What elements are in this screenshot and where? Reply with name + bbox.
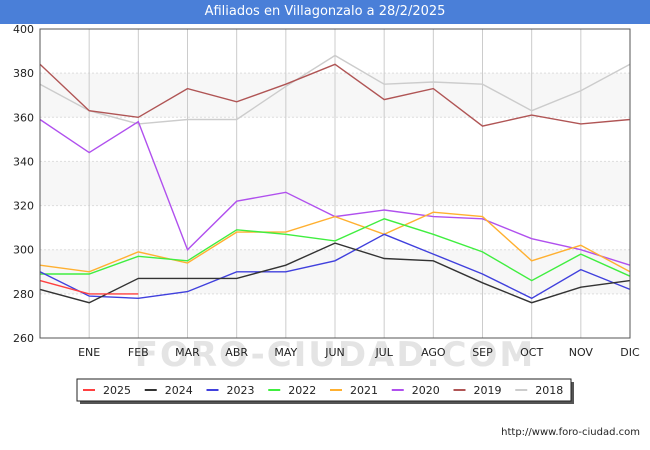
series-line-2025	[39, 279, 139, 295]
x-tick-label: AGO	[421, 346, 446, 359]
x-tick-label: SEP	[472, 346, 493, 359]
legend-label-2023: 2023	[227, 384, 255, 397]
y-tick-label: 340	[13, 155, 34, 168]
series-line-2024	[39, 242, 631, 304]
legend-label-2018: 2018	[535, 384, 563, 397]
legend-label-2020: 2020	[412, 384, 440, 397]
x-tick-label: DIC	[620, 346, 640, 359]
y-tick-label: 260	[13, 332, 34, 345]
series-line-2019	[39, 63, 631, 127]
series-line-2023	[39, 233, 631, 300]
legend: 2025 2024 2023 2022 2021 2020 2019 2018	[76, 378, 574, 404]
x-tick-label: MAR	[175, 346, 200, 359]
x-tick-label: ABR	[225, 346, 248, 359]
plot-border	[39, 28, 631, 339]
legend-label-2021: 2021	[350, 384, 378, 397]
legend-box	[76, 378, 572, 402]
y-tick-label: 380	[13, 67, 34, 80]
legend-label-2024: 2024	[165, 384, 193, 397]
y-tick-label: 320	[13, 200, 34, 213]
y-tick-label: 280	[13, 288, 34, 301]
x-tick-label: OCT	[520, 346, 543, 359]
x-axis-ticks: ENE FEB MAR ABR MAY JUN JUL AGO SEP OCT NOV DIC	[78, 346, 640, 359]
x-tick-label: NOV	[569, 346, 594, 359]
series-line-2022	[40, 218, 631, 282]
x-tick-label: FEB	[128, 346, 149, 359]
series-lines	[39, 54, 631, 304]
legend-label-2019: 2019	[474, 384, 502, 397]
y-axis-ticks: 260 280 300 320 340 360 380 400	[13, 23, 34, 345]
y-tick-label: 300	[13, 244, 34, 257]
series-line-2018	[39, 54, 631, 125]
y-tick-label: 360	[13, 111, 34, 124]
chart-title: Afiliados en Villagonzalo a 28/2/2025	[0, 0, 650, 24]
x-tick-label: JUN	[324, 346, 345, 359]
x-tick-label: JUL	[374, 346, 393, 359]
y-tick-label: 400	[13, 23, 34, 36]
watermark-text: FORO-CIUDAD.COM	[135, 335, 536, 375]
series-line-2021	[39, 211, 631, 273]
legend-label-2022: 2022	[288, 384, 316, 397]
source-url: http://www.foro-ciudad.com	[501, 427, 640, 438]
legend-label-2025: 2025	[103, 384, 131, 397]
x-tick-label: ENE	[78, 346, 100, 359]
x-tick-label: MAY	[274, 346, 297, 359]
